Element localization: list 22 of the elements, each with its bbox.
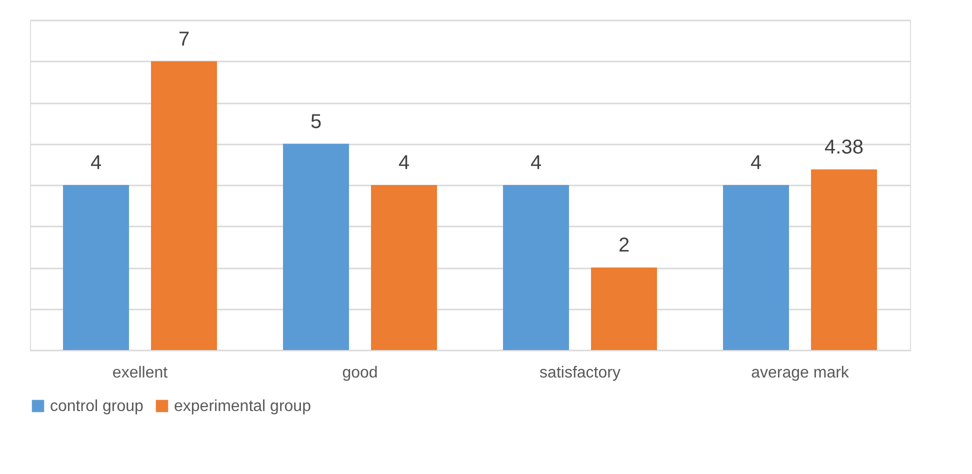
x-tick-label: satisfactory (540, 364, 620, 382)
x-tick-label: good (342, 364, 378, 382)
data-label: 7 (178, 28, 190, 50)
data-label: 2 (618, 234, 630, 256)
data-label: 4 (398, 152, 410, 174)
bar (283, 144, 349, 350)
bar (63, 185, 129, 350)
x-tick-label: average mark (751, 364, 850, 382)
bar (811, 169, 877, 350)
legend-label: control group (50, 398, 144, 415)
x-tick-label: exellent (112, 364, 168, 382)
legend-label: experimental group (174, 398, 312, 415)
data-label: 4 (750, 152, 762, 174)
bar (591, 268, 657, 350)
data-label: 5 (310, 110, 322, 133)
data-label: 4 (530, 152, 542, 174)
data-label: 4.38 (824, 136, 864, 158)
bar (151, 61, 217, 350)
data-label: 4 (90, 152, 102, 174)
bar (723, 185, 789, 350)
bar (503, 185, 569, 350)
bar (371, 185, 437, 350)
